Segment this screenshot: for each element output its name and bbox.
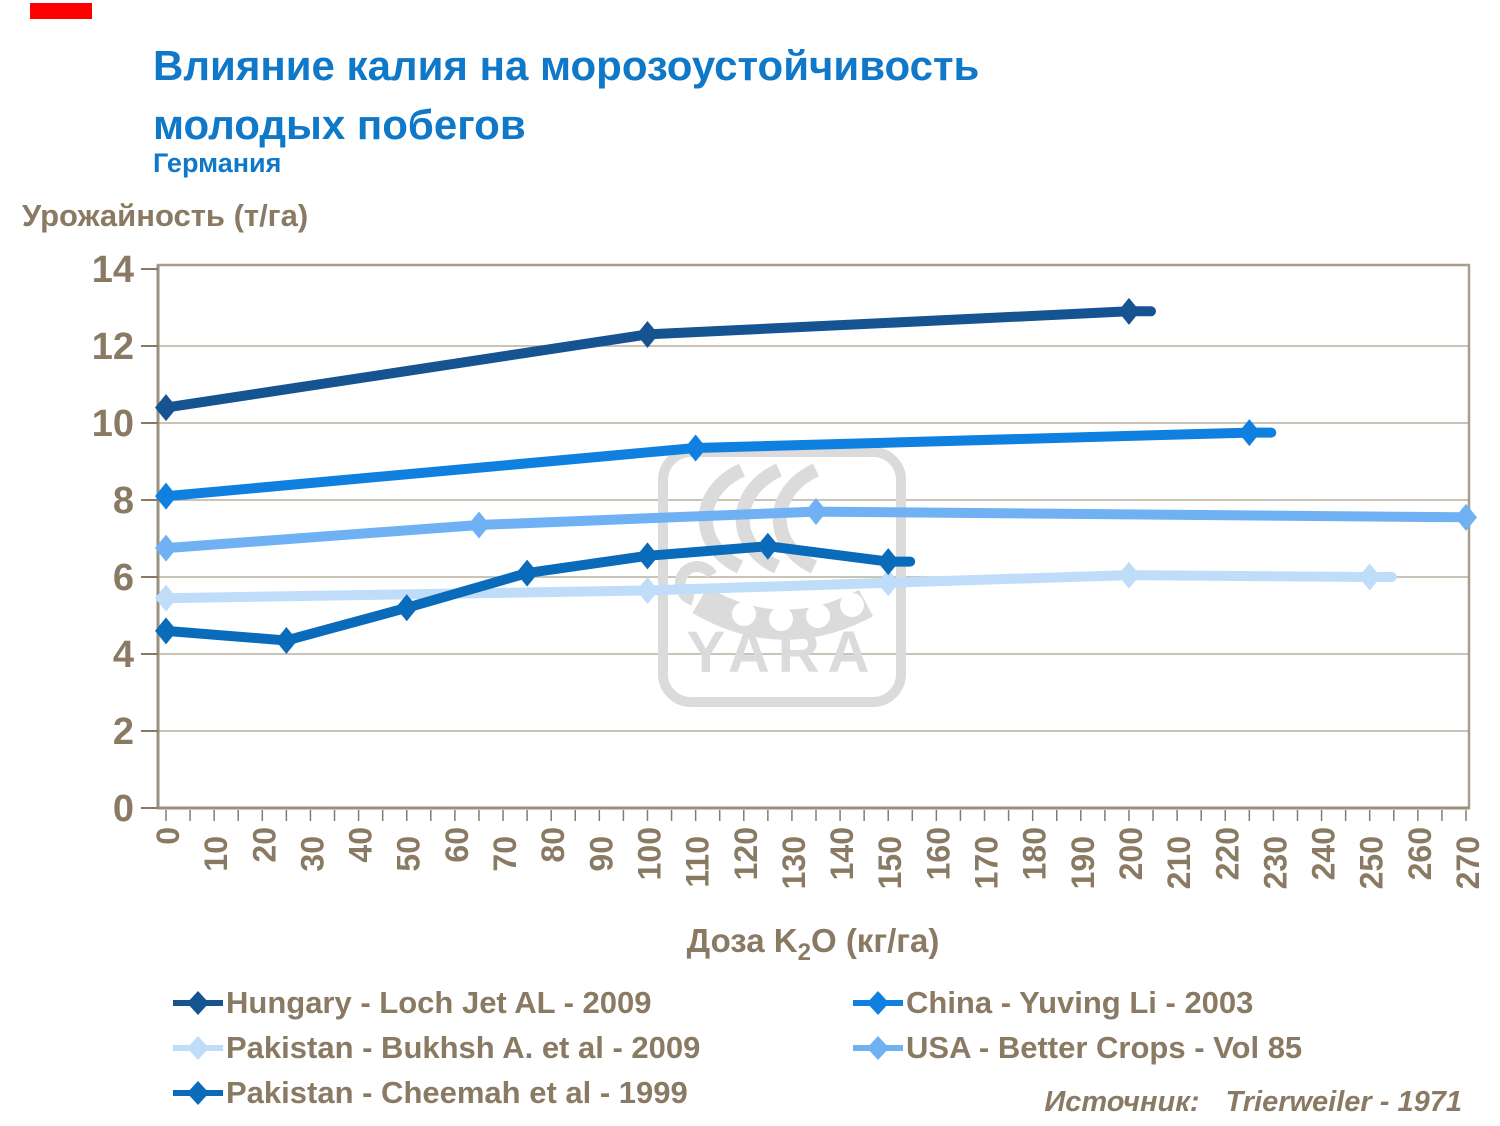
- slide-accent-bar: [30, 3, 92, 19]
- legend-label: USA - Better Crops - Vol 85: [906, 1029, 1303, 1065]
- data-point-china: [684, 434, 707, 462]
- data-point-china: [1238, 419, 1261, 447]
- x-tick-label: 210: [1161, 836, 1197, 889]
- data-point-usa: [467, 511, 490, 539]
- x-tick-label: 130: [776, 836, 812, 889]
- data-point-hungary: [636, 320, 659, 348]
- x-axis-title-suffix: O (кг/га): [811, 922, 939, 959]
- series-line-hungary: [161, 306, 1156, 413]
- x-tick-label: 250: [1354, 836, 1390, 889]
- x-tick-label: 60: [439, 827, 475, 863]
- legend-marker-china: [853, 990, 903, 1015]
- x-tick-label: 140: [824, 827, 860, 880]
- yara-watermark-text: YARA: [686, 620, 877, 685]
- data-point-hungary: [155, 394, 177, 422]
- y-tick-label: 6: [113, 557, 134, 599]
- legend-item-cheemah: Pakistan - Cheemah et al - 1999: [172, 1070, 700, 1115]
- data-point-cheemah: [155, 617, 177, 645]
- x-tick-label: 190: [1065, 836, 1101, 889]
- x-tick-label: 150: [872, 836, 908, 889]
- data-point-cheemah: [877, 548, 900, 576]
- x-tick-label: 270: [1450, 836, 1486, 889]
- data-point-cheemah: [516, 559, 539, 587]
- y-axis-title: Урожайность (т/га): [22, 198, 309, 233]
- data-point-bukhsh: [1117, 561, 1140, 589]
- x-tick-label: 240: [1306, 827, 1342, 880]
- x-tick-label: 160: [920, 827, 956, 880]
- y-tick-label: 14: [92, 249, 134, 291]
- legend-label: Pakistan - Cheemah et al - 1999: [226, 1074, 688, 1110]
- x-tick-label: 30: [294, 836, 330, 872]
- data-point-cheemah: [636, 542, 659, 570]
- source-value: Trierweiler - 1971: [1225, 1086, 1462, 1118]
- data-point-china: [155, 482, 177, 510]
- data-series: [155, 297, 1477, 655]
- data-point-bukhsh: [1358, 563, 1381, 591]
- y-tick-label: 0: [113, 788, 134, 830]
- x-tick-label: 70: [487, 836, 523, 872]
- series-line-usa: [161, 506, 1471, 554]
- axis-ticks: [141, 268, 1467, 821]
- chart-legend: Hungary - Loch Jet AL - 2009 Pakistan - …: [172, 980, 700, 1115]
- x-tick-label: 260: [1402, 827, 1438, 880]
- x-tick-label: 200: [1113, 827, 1149, 880]
- legend-label: Hungary - Loch Jet AL - 2009: [226, 984, 652, 1020]
- data-point-cheemah: [756, 532, 779, 560]
- subtitle-country: Германия: [153, 148, 282, 178]
- x-axis-title: Доза K2O (кг/га): [687, 922, 940, 966]
- legend-marker-hungary: [173, 990, 223, 1015]
- legend-label: Pakistan - Bukhsh A. et al - 2009: [226, 1029, 701, 1065]
- legend-marker-bukhsh: [173, 1035, 223, 1060]
- y-tick-label: 12: [92, 326, 134, 368]
- data-point-usa: [155, 534, 177, 562]
- series-line-cheemah: [161, 541, 916, 646]
- source-label: Источник:: [1044, 1086, 1200, 1118]
- data-point-usa: [805, 498, 827, 526]
- legend-marker-usa: [853, 1035, 903, 1060]
- x-tick-label: 100: [631, 827, 667, 880]
- x-tick-label: 80: [535, 827, 571, 863]
- y-tick-label: 2: [113, 711, 134, 753]
- source-citation: Источник: Trierweiler - 1971: [1044, 1086, 1462, 1119]
- plot-frame: [156, 263, 1471, 810]
- legend-item-usa: USA - Better Crops - Vol 85: [852, 1025, 1302, 1070]
- x-axis-title-subscript: 2: [798, 939, 811, 966]
- legend-marker-cheemah: [173, 1080, 223, 1105]
- x-tick-label: 40: [343, 827, 379, 863]
- legend-item-hungary: Hungary - Loch Jet AL - 2009: [172, 980, 700, 1025]
- x-tick-label: 220: [1209, 827, 1245, 880]
- data-point-cheemah: [395, 594, 418, 622]
- chart-legend-right-column: China - Yuving Li - 2003 USA - Better Cr…: [852, 980, 1302, 1070]
- x-tick-label: 170: [969, 836, 1005, 889]
- data-point-bukhsh: [877, 569, 900, 597]
- data-point-cheemah: [275, 627, 298, 655]
- x-axis-title-prefix: Доза K: [687, 922, 798, 959]
- x-tick-label: 230: [1257, 836, 1293, 889]
- data-point-bukhsh: [155, 584, 177, 612]
- page-title: Влияние калия на морозоустойчивость моло…: [153, 36, 979, 154]
- legend-item-bukhsh: Pakistan - Bukhsh A. et al - 2009: [172, 1025, 700, 1070]
- x-tick-label: 50: [391, 836, 427, 872]
- x-tick-label: 180: [1017, 827, 1053, 880]
- x-tick-label: 90: [583, 836, 619, 872]
- legend-item-china: China - Yuving Li - 2003: [852, 980, 1302, 1025]
- title-line-2: молодых побегов: [153, 101, 526, 148]
- y-tick-label: 10: [92, 403, 134, 445]
- y-tick-label: 8: [113, 480, 134, 522]
- x-tick-label: 0: [150, 827, 186, 845]
- x-tick-label: 110: [680, 836, 716, 888]
- legend-label: China - Yuving Li - 2003: [906, 984, 1254, 1020]
- x-tick-label: 20: [246, 827, 282, 863]
- y-tick-label: 4: [113, 634, 134, 676]
- series-line-bukhsh: [161, 570, 1397, 604]
- x-tick-label: 120: [728, 827, 764, 880]
- x-tick-label: 10: [198, 836, 234, 872]
- data-point-hungary: [1117, 297, 1140, 325]
- title-line-1: Влияние калия на морозоустойчивость: [153, 42, 980, 89]
- data-point-usa: [1455, 503, 1477, 531]
- data-point-bukhsh: [636, 576, 659, 604]
